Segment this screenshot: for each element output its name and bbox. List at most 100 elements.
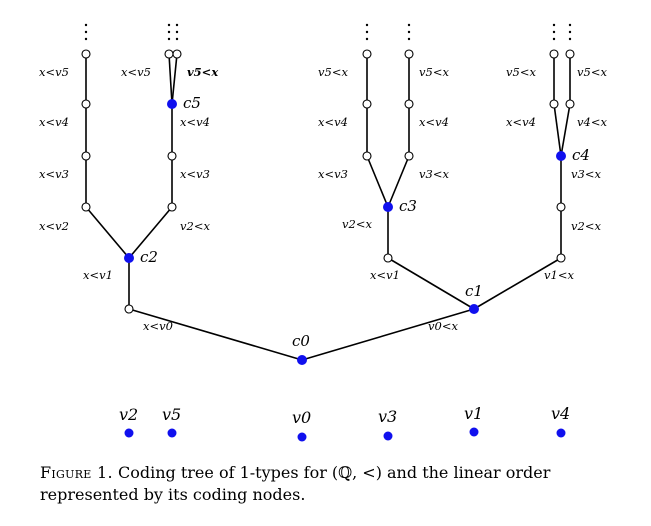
edge-label: x<v4 xyxy=(180,115,210,129)
tree-node xyxy=(167,202,177,212)
edge-label: x<v5 xyxy=(121,65,151,79)
coding-node-c0 xyxy=(297,355,307,365)
coding-node-c5 xyxy=(167,99,177,109)
tree-node xyxy=(81,151,91,161)
tree-node xyxy=(124,304,134,314)
linear-order-point xyxy=(124,428,134,438)
coding-node-label-c4: c4 xyxy=(572,146,590,164)
tree-node xyxy=(556,253,566,263)
tree-node xyxy=(404,99,414,109)
tree-node xyxy=(404,151,414,161)
tree-node xyxy=(362,49,372,59)
tree-node xyxy=(172,49,182,59)
edge-label: x<v1 xyxy=(370,268,400,282)
edge-label: v5<x xyxy=(187,65,218,79)
tree-node xyxy=(362,99,372,109)
figure-caption: Figure 1. Coding tree of 1-types for (ℚ,… xyxy=(40,462,625,506)
edge-label: x<v3 xyxy=(318,167,348,181)
edge-c1-right xyxy=(473,257,562,310)
edge-labels: x<v0 v0<x x<v1 x<v2 x<v3 x<v4 x<v5 v2<x … xyxy=(39,65,607,333)
linear-order-label: v5 xyxy=(162,405,181,424)
edge-label: x<v4 xyxy=(39,115,69,129)
coding-node-label-c3: c3 xyxy=(399,197,417,215)
edge-label: v2<x xyxy=(571,219,601,233)
tree-node xyxy=(556,202,566,212)
tree-node xyxy=(565,49,575,59)
vertical-ellipsis xyxy=(407,23,411,41)
coding-node-labels: c0 c1 c2 c3 c4 c5 xyxy=(140,94,590,350)
edge-label: x<v5 xyxy=(39,65,69,79)
edge-label: v4<x xyxy=(577,115,607,129)
coding-node-c4 xyxy=(556,151,566,161)
edge-label: x<v3 xyxy=(39,167,69,181)
edge-label: x<v3 xyxy=(180,167,210,181)
edge-c3-right xyxy=(387,155,410,208)
coding-node-label-c2: c2 xyxy=(140,248,158,266)
continuation-dots xyxy=(84,23,572,41)
linear-order-point xyxy=(469,427,479,437)
edge-c5-right xyxy=(171,53,178,105)
caption-text: Coding tree of 1-types for (ℚ, <) and th… xyxy=(40,463,551,504)
edge-label: v2<x xyxy=(342,217,372,231)
edge-label: v5<x xyxy=(506,65,536,79)
edge-c2-left xyxy=(85,206,130,259)
edge-label: v2<x xyxy=(180,219,210,233)
tree-node xyxy=(362,151,372,161)
linear-order-label: v4 xyxy=(551,404,570,423)
linear-order-point xyxy=(167,428,177,438)
edge-label: v0<x xyxy=(428,319,458,333)
edge-label: x<v4 xyxy=(506,115,536,129)
vertical-ellipsis xyxy=(84,23,88,41)
linear-order: v2 v5 v0 v3 v1 v4 xyxy=(119,404,570,442)
edge-label: v5<x xyxy=(419,65,449,79)
linear-order-label: v1 xyxy=(464,404,483,423)
tree-node xyxy=(404,49,414,59)
edge-label: v3<x xyxy=(571,167,601,181)
coding-tree-diagram: c0 c1 c2 c3 c4 c5 x<v0 v0<x x<v1 x<v2 x<… xyxy=(39,23,607,442)
edge-label: v5<x xyxy=(318,65,348,79)
tree-node xyxy=(164,49,174,59)
vertical-ellipsis xyxy=(365,23,369,41)
tree-node xyxy=(383,253,393,263)
vertical-ellipsis xyxy=(552,23,572,41)
plain-nodes xyxy=(81,49,575,314)
tree-node xyxy=(81,49,91,59)
edge-label: x<v4 xyxy=(419,115,449,129)
edge-c1-left xyxy=(387,257,475,310)
edge-c2-right xyxy=(128,206,173,259)
tree-node xyxy=(81,202,91,212)
linear-order-point xyxy=(297,432,307,442)
edge-label: x<v1 xyxy=(83,268,113,282)
edge-label: x<v0 xyxy=(143,319,173,333)
coding-node-label-c5: c5 xyxy=(183,94,201,112)
edge-label: v3<x xyxy=(419,167,449,181)
edge-label: x<v2 xyxy=(39,219,69,233)
tree-node xyxy=(167,151,177,161)
coding-node-label-c1: c1 xyxy=(465,282,483,300)
linear-order-point xyxy=(556,428,566,438)
linear-order-label: v2 xyxy=(119,405,138,424)
coding-node-c3 xyxy=(383,202,393,212)
coding-node-label-c0: c0 xyxy=(292,332,310,350)
coding-nodes xyxy=(124,99,566,365)
figure-number: Figure 1. xyxy=(40,463,113,482)
tree-node xyxy=(565,99,575,109)
edge-label: x<v4 xyxy=(318,115,348,129)
vertical-ellipsis xyxy=(167,23,179,41)
coding-node-c1 xyxy=(469,304,479,314)
edge-label: v5<x xyxy=(577,65,607,79)
linear-order-point xyxy=(383,431,393,441)
tree-node xyxy=(549,49,559,59)
linear-order-label: v0 xyxy=(292,408,311,427)
edge-label: v1<x xyxy=(544,268,574,282)
tree-edges xyxy=(85,53,571,361)
tree-node xyxy=(549,99,559,109)
edge-c4-left xyxy=(553,103,562,157)
edge-c3-left xyxy=(366,155,389,208)
tree-node xyxy=(81,99,91,109)
edge-c5-left xyxy=(168,53,173,105)
linear-order-label: v3 xyxy=(378,407,397,426)
edge-c0-right xyxy=(301,308,475,361)
edge-c4-right xyxy=(560,103,571,157)
coding-node-c2 xyxy=(124,253,134,263)
